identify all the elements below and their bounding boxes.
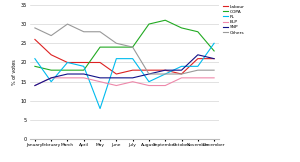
Others [164,73,167,75]
SNP [82,73,85,75]
COPA [66,69,69,71]
Labour [33,38,37,40]
COPA [180,27,183,29]
PL [164,73,167,75]
BLP [82,77,85,79]
BLP [131,81,134,83]
Labour [212,58,216,60]
Line: Others: Others [35,24,214,74]
COPA [164,19,167,21]
BLP [33,85,37,87]
Labour [180,73,183,75]
BLP [147,85,151,87]
Others [147,73,151,75]
Labour [82,62,85,64]
BLP [115,85,118,87]
Line: Labour: Labour [35,39,214,74]
COPA [196,31,200,33]
PL [82,65,85,67]
Others [212,69,216,71]
Labour [164,69,167,71]
PL [50,81,53,83]
PL [196,65,200,67]
Others [115,42,118,44]
Others [98,31,102,33]
SNP [115,77,118,79]
Labour [131,69,134,71]
BLP [180,77,183,79]
Others [131,46,134,48]
COPA [82,69,85,71]
BLP [196,77,200,79]
SNP [66,73,69,75]
SNP [131,77,134,79]
Others [180,73,183,75]
COPA [50,69,53,71]
Labour [98,62,102,64]
PL [66,62,69,64]
PL [131,58,134,60]
Labour [115,73,118,75]
BLP [212,77,216,79]
PL [115,58,118,60]
Others [50,35,53,37]
SNP [196,54,200,56]
Line: BLP: BLP [35,78,214,86]
PL [147,81,151,83]
COPA [212,50,216,52]
Others [33,27,37,29]
SNP [147,73,151,75]
BLP [98,81,102,83]
Line: SNP: SNP [35,55,214,86]
PL [33,58,37,60]
COPA [115,46,118,48]
Labour [196,58,200,60]
BLP [66,77,69,79]
BLP [50,77,53,79]
Line: PL: PL [35,43,214,109]
Others [82,31,85,33]
PL [98,108,102,110]
COPA [147,23,151,25]
SNP [212,58,216,60]
BLP [164,85,167,87]
PL [180,65,183,67]
SNP [33,85,37,87]
PL [212,42,216,44]
COPA [98,46,102,48]
SNP [98,77,102,79]
SNP [50,77,53,79]
Others [66,23,69,25]
Labour [66,62,69,64]
Labour [50,54,53,56]
COPA [131,46,134,48]
COPA [33,65,37,67]
SNP [164,69,167,71]
Legend: Labour, COPA, PL, BLP, SNP, Others: Labour, COPA, PL, BLP, SNP, Others [223,4,245,35]
SNP [180,69,183,71]
Line: COPA: COPA [35,20,214,70]
Others [196,69,200,71]
Labour [147,69,151,71]
Y-axis label: % of votes: % of votes [13,59,17,85]
